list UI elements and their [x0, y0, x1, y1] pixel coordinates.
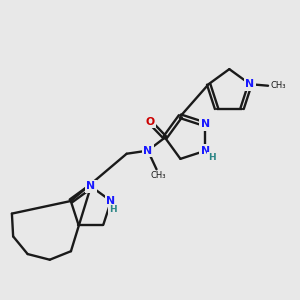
Text: O: O [146, 117, 154, 127]
Text: CH₃: CH₃ [270, 81, 286, 90]
Text: N: N [245, 79, 255, 89]
Text: H: H [208, 153, 215, 162]
Text: N: N [143, 146, 152, 156]
Text: CH₃: CH₃ [150, 171, 166, 180]
Text: N: N [201, 146, 210, 156]
Text: N: N [86, 182, 95, 191]
Text: H: H [109, 205, 116, 214]
Text: N: N [201, 119, 210, 129]
Text: N: N [106, 196, 116, 206]
